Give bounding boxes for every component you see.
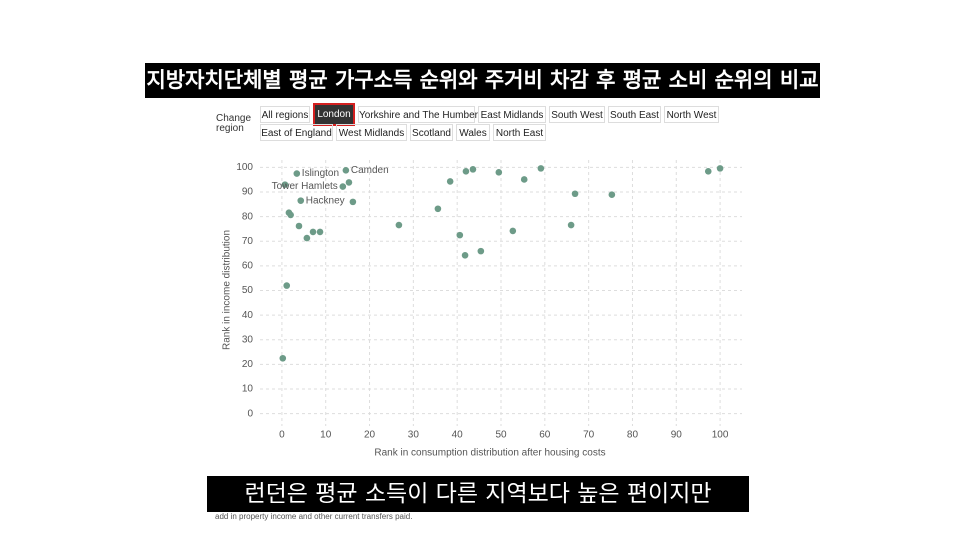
y-tick-label: 30 xyxy=(242,334,254,345)
region-button[interactable]: West Midlands xyxy=(336,124,407,141)
region-button[interactable]: Wales xyxy=(456,124,490,141)
x-tick-label: 10 xyxy=(320,430,332,441)
point xyxy=(345,179,353,186)
point xyxy=(520,176,528,183)
point xyxy=(608,191,616,199)
region-button[interactable]: North East xyxy=(493,124,546,141)
region-button[interactable]: London xyxy=(313,103,355,126)
x-tick-label: 90 xyxy=(671,430,683,441)
subtitle: 런던은 평균 소득이 다른 지역보다 높은 편이지만 xyxy=(207,476,749,512)
region-button[interactable]: All regions xyxy=(260,106,310,123)
y-tick-label: 90 xyxy=(242,187,254,198)
point xyxy=(309,228,317,236)
point xyxy=(295,222,303,230)
point-label: Camden xyxy=(351,165,389,176)
y-tick-label: 50 xyxy=(242,285,254,296)
point xyxy=(281,181,289,188)
point-label: Islington xyxy=(302,168,339,179)
y-tick-label: 10 xyxy=(242,384,254,395)
region-button[interactable]: Scotland xyxy=(410,124,453,141)
x-tick-label: 80 xyxy=(627,430,639,441)
point xyxy=(495,169,503,176)
point xyxy=(349,198,357,206)
point xyxy=(434,205,442,213)
top-caption: 지방자치단체별 평균 가구소득 순위와 주거비 차감 후 평균 소비 순위의 비… xyxy=(145,63,820,98)
point xyxy=(469,166,477,173)
x-tick-label: 100 xyxy=(712,430,729,441)
point xyxy=(509,227,517,235)
point xyxy=(477,247,485,255)
region-button[interactable]: East of England xyxy=(260,124,333,141)
region-button[interactable]: South East xyxy=(608,106,661,123)
y-tick-label: 80 xyxy=(242,211,254,222)
x-tick-label: 70 xyxy=(583,430,595,441)
region-button[interactable]: Yorkshire and The Humber xyxy=(358,106,478,123)
point xyxy=(283,282,291,289)
point-label: Tower Hamlets xyxy=(272,181,338,192)
point xyxy=(342,167,350,174)
y-tick-label: 60 xyxy=(242,261,254,272)
point xyxy=(395,221,403,229)
y-tick-label: 70 xyxy=(242,236,254,247)
y-tick-label: 0 xyxy=(247,408,253,419)
point xyxy=(537,165,545,172)
point xyxy=(456,231,464,239)
point xyxy=(316,228,324,236)
point xyxy=(279,354,287,362)
point xyxy=(461,252,469,259)
y-tick-label: 40 xyxy=(242,310,254,321)
point xyxy=(303,234,311,242)
control-label: Change region xyxy=(216,113,252,134)
region-button[interactable]: East Midlands xyxy=(478,106,546,123)
x-tick-label: 20 xyxy=(364,430,376,441)
footnote: add in property income and other current… xyxy=(215,512,413,521)
point xyxy=(446,178,454,185)
x-tick-label: 0 xyxy=(279,430,285,441)
point-label: Hackney xyxy=(306,195,345,206)
y-tick-label: 100 xyxy=(236,162,253,173)
point xyxy=(287,211,294,219)
x-tick-label: 30 xyxy=(408,430,420,441)
y-axis-label: Rank in income distribution xyxy=(222,230,233,350)
point xyxy=(571,190,579,198)
region-button[interactable]: South West xyxy=(549,106,605,123)
point xyxy=(704,168,712,175)
point xyxy=(462,168,470,175)
x-tick-label: 40 xyxy=(452,430,464,441)
point xyxy=(567,221,575,229)
x-tick-label: 60 xyxy=(539,430,551,441)
region-button[interactable]: North West xyxy=(664,106,719,123)
y-tick-label: 20 xyxy=(242,359,254,370)
x-tick-label: 50 xyxy=(495,430,507,441)
point xyxy=(716,165,724,172)
point xyxy=(293,170,301,177)
x-axis-label: Rank in consumption distribution after h… xyxy=(374,448,605,459)
point xyxy=(339,183,347,190)
point xyxy=(297,197,305,204)
